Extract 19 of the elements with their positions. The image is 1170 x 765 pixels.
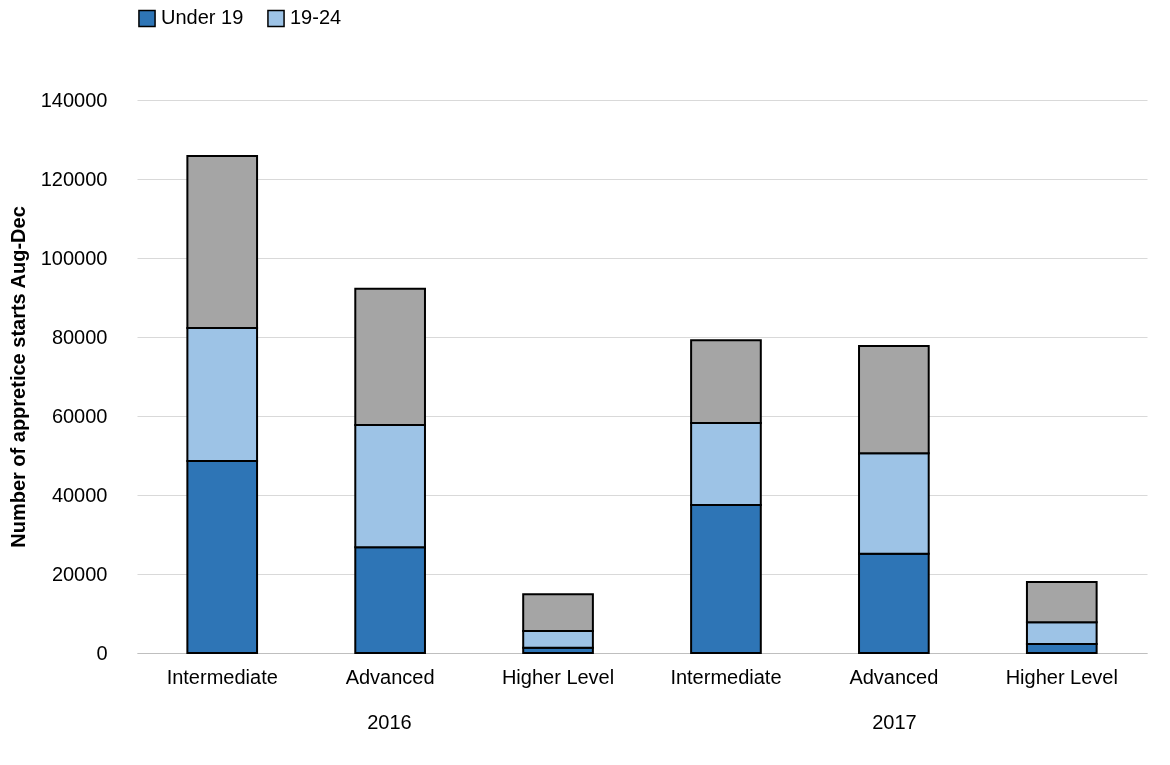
- y-tick-label: 140000: [40, 88, 108, 111]
- y-tick-label: 80000: [51, 325, 108, 348]
- x-tick-label: Intermediate: [670, 665, 782, 688]
- y-tick-label: 120000: [40, 167, 108, 190]
- x-tick-label: Advanced: [345, 665, 435, 688]
- x-tick-label: Intermediate: [166, 665, 278, 688]
- x-tick-label: Higher Level: [501, 665, 615, 688]
- text: 2016: [367, 711, 412, 733]
- x-tick-label: Higher Level: [1005, 665, 1118, 688]
- y-tick-label: 100000: [40, 246, 108, 269]
- x-tick-label: Advanced: [849, 665, 939, 688]
- y-axis-title: Number of appretice starts Aug-Dec: [6, 206, 29, 548]
- y-tick-label: 60000: [51, 404, 108, 427]
- legend-label: Under 19: [161, 6, 244, 29]
- legend-label: 19-24: [290, 6, 342, 29]
- text: 2017: [872, 711, 917, 733]
- y-tick-label: 0: [96, 641, 108, 664]
- y-tick-label: 40000: [51, 483, 108, 506]
- y-tick-label: 20000: [51, 562, 108, 585]
